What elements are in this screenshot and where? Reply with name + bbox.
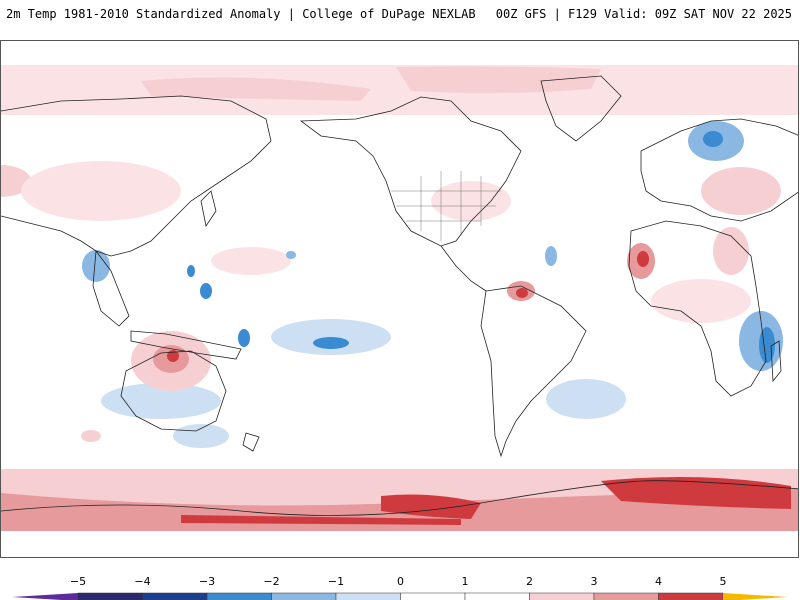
antarctic-strong-warm-west [381,494,481,519]
new-zealand-outline [242,432,260,452]
africa-outline [628,220,767,397]
antarctic-warm-strip [181,515,461,525]
colorbar-over-extension [723,593,788,600]
anomaly-patch [703,131,723,147]
colorbar-tick-label: −4 [134,575,151,588]
europe-outline [640,118,798,222]
colorbar-legend: −5 −4 −3 −2 −1 0 1 2 3 4 5 [0,572,800,600]
anomaly-patch [200,283,212,299]
anomaly-patch [21,161,181,221]
anomaly-patch [141,77,371,101]
antarctica-outline [1,480,798,516]
colorbar-graphic [12,592,788,600]
madagascar-outline [770,340,782,383]
anomaly-patch [516,288,528,298]
indonesia-outline [130,330,242,360]
anomaly-patch [545,246,557,266]
anomaly-patch [82,250,110,282]
colorbar-segment [464,592,530,600]
colorbar-tick-label: 0 [397,575,404,588]
colorbar-tick-label: 5 [719,575,727,588]
colorbar-tick-label: −1 [327,575,345,588]
south-america-outline [480,285,587,458]
us-state-borders [391,171,501,241]
anomaly-patch [81,430,101,442]
anomaly-patch [173,424,229,448]
north-america-outline [299,96,522,247]
anomaly-patch [546,379,626,419]
colorbar-tick-label: −3 [198,575,216,588]
southeast-asia-outline [92,249,130,327]
colorbar-segment [400,592,466,600]
world-map [0,40,799,558]
anomaly-patch [431,181,511,221]
colorbar-segment [335,592,401,600]
colorbar-tick-label: 1 [461,575,469,588]
colorbar-segment [142,592,208,600]
colorbar-tick-label: −2 [263,575,280,588]
anomaly-patch [187,265,195,277]
continent-outlines [1,75,798,516]
map-header: 2m Temp 1981-2010 Standardized Anomaly |… [0,0,800,28]
map-title: 2m Temp 1981-2010 Standardized Anomaly |… [6,7,476,21]
anomaly-map-graphic [1,65,798,531]
australia-outline [120,350,227,432]
colorbar-segment [77,592,143,600]
japan-outline [200,190,217,228]
anomaly-patch [286,251,296,259]
colorbar-tick-label: 2 [526,575,533,588]
colorbar-segment [206,592,272,600]
colorbar-tick-label: 3 [590,575,598,588]
colorbar-tick-label: −5 [69,575,87,588]
asia-outline [1,95,272,257]
anomaly-patch [637,251,649,267]
greenland-outline [540,75,622,142]
central-america-outline [440,245,487,292]
anomaly-patch [211,247,291,275]
colorbar-segment [658,592,724,600]
model-run-info: 00Z GFS | F129 Valid: 09Z SAT NOV 22 202… [495,7,792,21]
anomaly-patch [713,227,749,275]
anomaly-patch [238,329,250,347]
anomaly-patch [701,167,781,215]
colorbar-tick-label: 4 [655,575,662,588]
colorbar-segment [529,592,595,600]
anomaly-patch [167,350,179,362]
anomaly-patch [396,66,601,94]
colorbar-segment [271,592,337,600]
anomaly-patch [313,337,349,349]
colorbar-under-extension [12,593,78,600]
colorbar-segment [593,592,659,600]
anomaly-patch [651,279,751,323]
